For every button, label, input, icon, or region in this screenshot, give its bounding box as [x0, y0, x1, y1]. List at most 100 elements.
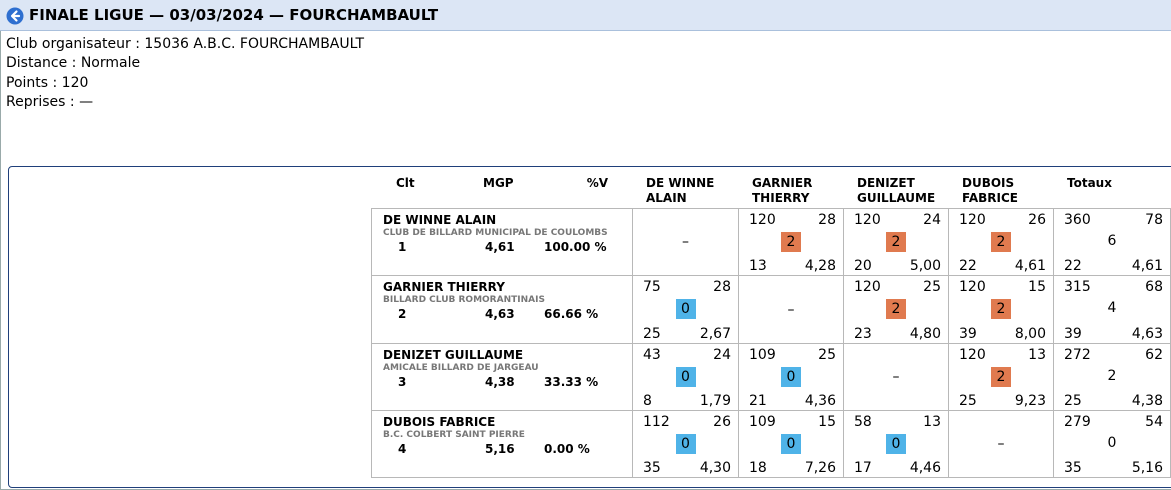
- points-scored: 120: [854, 212, 881, 228]
- best-series: 24: [923, 212, 941, 228]
- player-pct-v: 0.00 %: [544, 442, 590, 456]
- player-club: CLUB DE BILLARD MUNICIPAL DE COULOMBS: [383, 228, 608, 238]
- totals-cell: 360 78 6 22 4,61: [1053, 208, 1171, 276]
- player-club: B.C. COLBERT SAINT PIERRE: [383, 430, 525, 440]
- points-scored: 75: [643, 279, 661, 295]
- player-pct-v: 100.00 %: [544, 240, 607, 254]
- header-opponent-line1: DENIZET: [857, 176, 915, 190]
- player-mgp: 4,38: [485, 375, 515, 389]
- header-opponent-line2: ALAIN: [646, 191, 687, 205]
- player-pct-v: 33.33 %: [544, 375, 599, 389]
- average: 2,67: [699, 326, 731, 342]
- best-series: 62: [1145, 347, 1163, 363]
- total-match-points: 4: [1107, 300, 1117, 316]
- competition-info: Club organisateur : 15036 A.B.C. FOURCHA…: [6, 35, 364, 112]
- loss-badge: 0: [675, 367, 696, 387]
- loss-badge: 0: [675, 434, 696, 454]
- player-club: AMICALE BILLARD DE JARGEAU: [383, 363, 539, 373]
- win-badge: 2: [886, 232, 906, 252]
- points: Points : 120: [6, 74, 89, 91]
- header-opponent-line1: DE WINNE: [646, 176, 715, 190]
- player-name: GARNIER THIERRY: [383, 280, 505, 294]
- match-cell: 120 15 2 39 8,00: [948, 275, 1054, 344]
- points-scored: 58: [854, 414, 872, 430]
- reprises-count: 25: [959, 393, 977, 409]
- match-cell: 120 28 2 13 4,28: [738, 208, 844, 276]
- reprises-count: 39: [959, 326, 977, 342]
- match-cell: 109 15 0 18 7,26: [738, 410, 844, 478]
- reprises-count: 39: [1064, 326, 1082, 342]
- organizer-club: Club organisateur : 15036 A.B.C. FOURCHA…: [6, 36, 365, 52]
- header-opponent-line1: DUBOIS: [962, 176, 1015, 190]
- reprises: Reprises : —: [6, 93, 94, 110]
- player-name: DE WINNE ALAIN: [383, 213, 497, 227]
- self-match-cell: –: [738, 275, 844, 344]
- player-name: DUBOIS FABRICE: [383, 415, 496, 429]
- player-rank: 4: [398, 442, 407, 456]
- player-mgp: 4,61: [485, 240, 515, 254]
- average: 4,61: [1014, 258, 1046, 274]
- page-title: FINALE LIGUE — 03/03/2024 — FOURCHAMBAUL…: [29, 6, 439, 24]
- header-opponent: DE WINNE ALAIN: [646, 176, 714, 206]
- player-mgp: 4,63: [485, 307, 515, 321]
- points-scored: 43: [643, 347, 661, 363]
- points-scored: 112: [643, 414, 670, 430]
- reprises-count: 35: [643, 460, 661, 476]
- points-scored: 315: [1064, 279, 1091, 295]
- average: 4,80: [909, 326, 941, 342]
- best-series: 68: [1145, 279, 1163, 295]
- average: 4,46: [909, 460, 941, 476]
- header-pct-v: %V: [586, 176, 608, 190]
- header-clt: Clt: [396, 176, 415, 190]
- player-cell: GARNIER THIERRY BILLARD CLUB ROMORANTINAI…: [371, 275, 633, 344]
- self-match-cell: –: [948, 410, 1054, 478]
- points-scored: 272: [1064, 347, 1091, 363]
- average: 7,26: [804, 460, 836, 476]
- best-series: 13: [923, 414, 941, 430]
- reprises-count: 17: [854, 460, 872, 476]
- player-club: BILLARD CLUB ROMORANTINAIS: [383, 295, 545, 305]
- match-cell: 120 25 2 23 4,80: [843, 275, 949, 344]
- best-series: 78: [1145, 212, 1163, 228]
- self-match-cell: –: [843, 343, 949, 411]
- best-series: 28: [713, 279, 731, 295]
- win-badge: 2: [991, 299, 1011, 319]
- player-mgp: 5,16: [485, 442, 515, 456]
- player-cell: DUBOIS FABRICE B.C. COLBERT SAINT PIERRE 4…: [371, 410, 633, 478]
- best-series: 25: [923, 279, 941, 295]
- total-match-points: 0: [1107, 435, 1117, 451]
- match-cell: 112 26 0 35 4,30: [632, 410, 739, 478]
- best-series: 26: [713, 414, 731, 430]
- average: 4,36: [804, 393, 836, 409]
- back-arrow-icon[interactable]: [6, 7, 24, 25]
- points-scored: 109: [749, 414, 776, 430]
- best-series: 54: [1145, 414, 1163, 430]
- reprises-count: 8: [643, 393, 652, 409]
- best-series: 13: [1028, 347, 1046, 363]
- match-cell: 58 13 0 17 4,46: [843, 410, 949, 478]
- title-bar: FINALE LIGUE — 03/03/2024 — FOURCHAMBAUL…: [0, 0, 1171, 31]
- match-cell: 109 25 0 21 4,36: [738, 343, 844, 411]
- loss-badge: 0: [675, 299, 696, 319]
- loss-badge: 0: [781, 434, 801, 454]
- best-series: 28: [818, 212, 836, 228]
- average: 4,38: [1131, 393, 1163, 409]
- win-badge: 2: [991, 367, 1011, 387]
- reprises-count: 25: [643, 326, 661, 342]
- reprises-count: 22: [1064, 258, 1082, 274]
- header-opponent-line2: GUILLAUME: [857, 191, 936, 205]
- self-match-cell: –: [632, 208, 739, 276]
- points-scored: 360: [1064, 212, 1091, 228]
- points-scored: 120: [959, 347, 986, 363]
- total-match-points: 2: [1107, 368, 1117, 384]
- totals-cell: 315 68 4 39 4,63: [1053, 275, 1171, 344]
- distance: Distance : Normale: [6, 55, 141, 72]
- header-opponent: GARNIER THIERRY: [752, 176, 812, 206]
- header-opponent: DUBOIS FABRICE: [962, 176, 1018, 206]
- match-cell: 120 24 2 20 5,00: [843, 208, 949, 276]
- player-cell: DE WINNE ALAIN CLUB DE BILLARD MUNICIPAL …: [371, 208, 633, 276]
- loss-badge: 0: [781, 367, 801, 387]
- points-scored: 120: [749, 212, 776, 228]
- average: 1,79: [699, 393, 731, 409]
- win-badge: 2: [991, 232, 1011, 252]
